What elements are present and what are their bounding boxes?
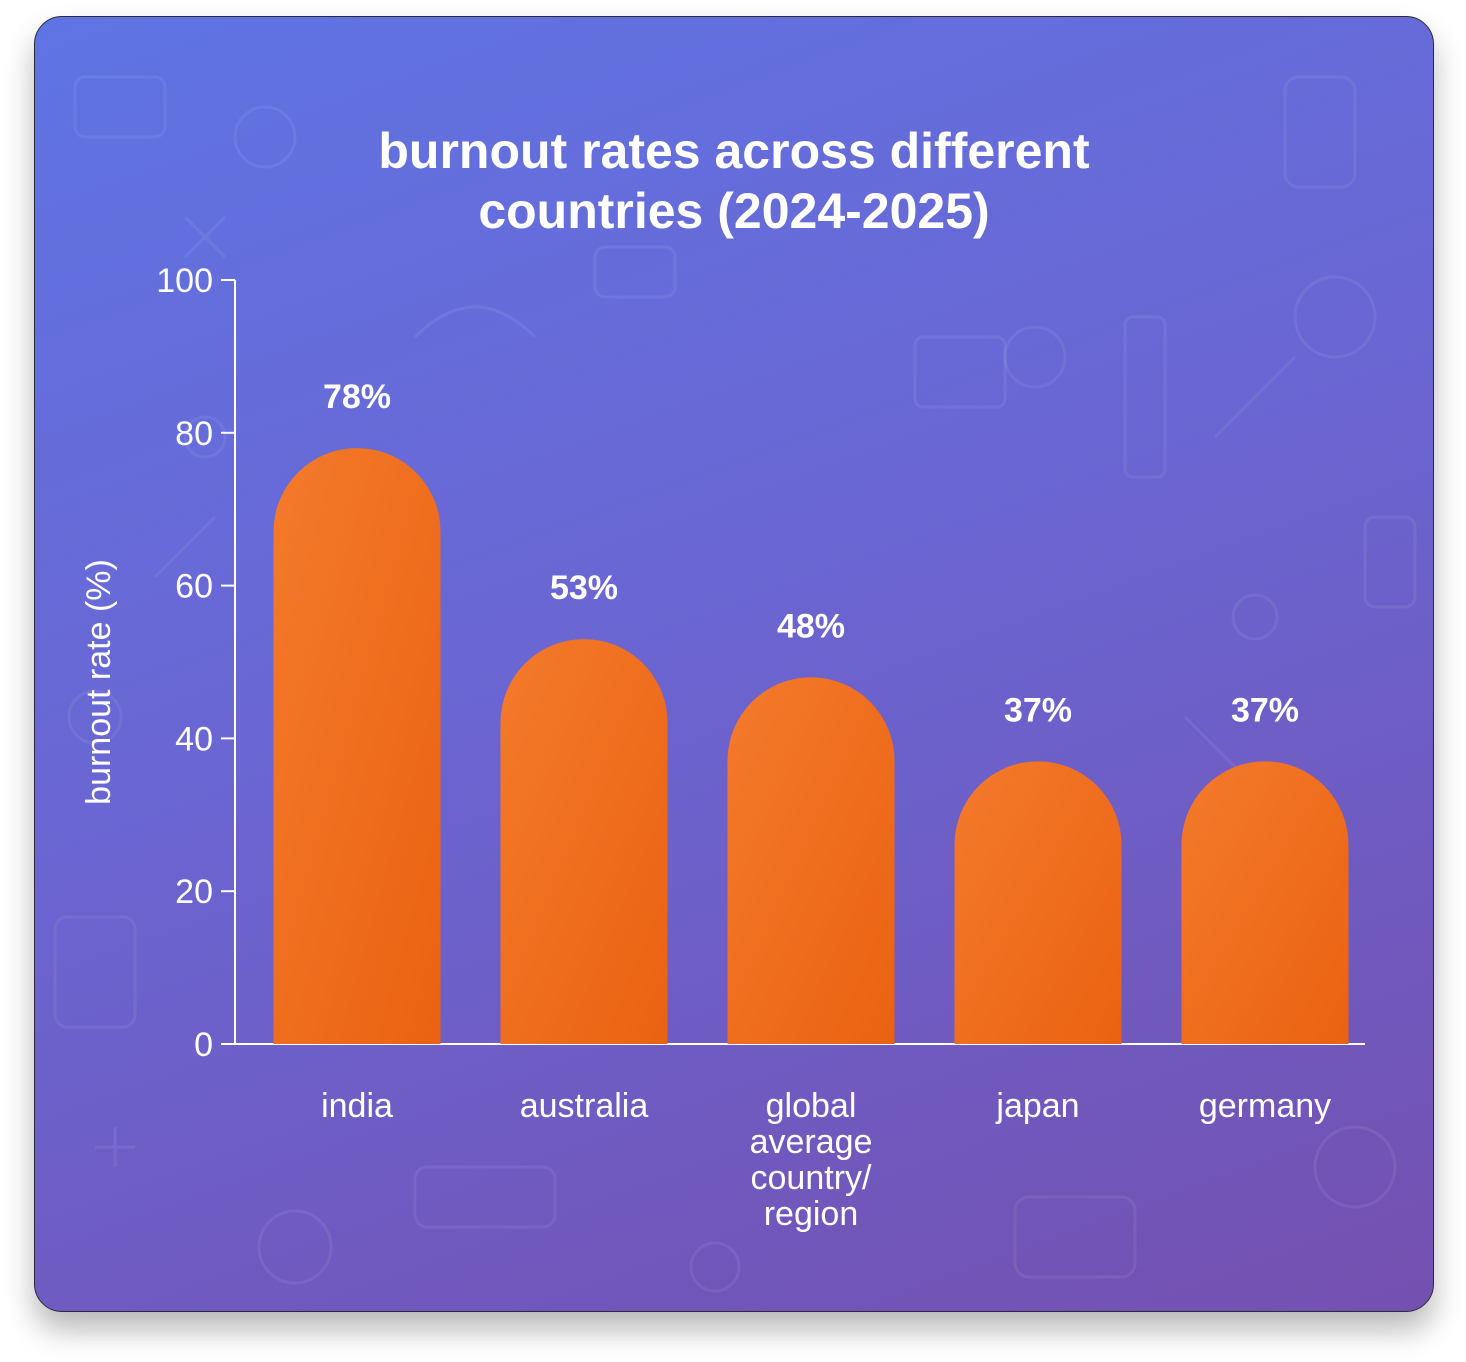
- y-tick-label: 60: [175, 568, 213, 606]
- labels: 78% india 53% australia 48% global average coun…: [321, 378, 1331, 1233]
- chart-title-line: burnout rates across different: [378, 123, 1090, 179]
- x-tick-label: germany: [1199, 1087, 1331, 1125]
- y-tick-label: 20: [175, 873, 213, 911]
- bars: [273, 448, 1349, 1044]
- x-tick-label-line: country/: [751, 1159, 872, 1197]
- axes: 0 20 40 60 80 100 burnout rate (%): [80, 262, 1365, 1064]
- x-tick-label-line: global: [766, 1087, 857, 1125]
- x-tick-label-line: india: [321, 1087, 393, 1125]
- bar-value-label: 37%: [1004, 691, 1072, 729]
- y-tick-label: 0: [194, 1026, 213, 1064]
- bar: [727, 677, 895, 1044]
- bar-value-label: 78%: [323, 378, 391, 416]
- x-tick-label-line: japan: [995, 1087, 1079, 1125]
- chart-card: burnout rates across different countries…: [34, 16, 1434, 1312]
- chart-title: burnout rates across different countries…: [35, 121, 1433, 241]
- bar: [954, 761, 1122, 1044]
- y-axis-title: burnout rate (%): [80, 559, 118, 805]
- x-tick-label: australia: [520, 1087, 649, 1125]
- x-tick-label: india: [321, 1087, 393, 1125]
- bar: [500, 639, 668, 1044]
- bar: [1181, 761, 1349, 1044]
- bar-chart: 0 20 40 60 80 100 burnout rate (%) 78% india 53%…: [80, 262, 1365, 1233]
- y-tick-label: 100: [156, 262, 213, 300]
- x-tick-label-line: australia: [520, 1087, 649, 1125]
- x-tick-label-line: average: [750, 1123, 873, 1161]
- bar-value-label: 48%: [777, 607, 845, 645]
- x-tick-label: global average country/region: [750, 1087, 873, 1233]
- chart-title-line: countries (2024-2025): [478, 183, 990, 239]
- y-tick-label: 80: [175, 415, 213, 453]
- bar-value-label: 37%: [1231, 691, 1299, 729]
- y-tick-label: 40: [175, 720, 213, 758]
- x-tick-label: japan: [995, 1087, 1079, 1125]
- x-tick-label-line: region: [764, 1195, 859, 1233]
- bar: [273, 448, 441, 1044]
- bar-value-label: 53%: [550, 569, 618, 607]
- x-tick-label-line: germany: [1199, 1087, 1331, 1125]
